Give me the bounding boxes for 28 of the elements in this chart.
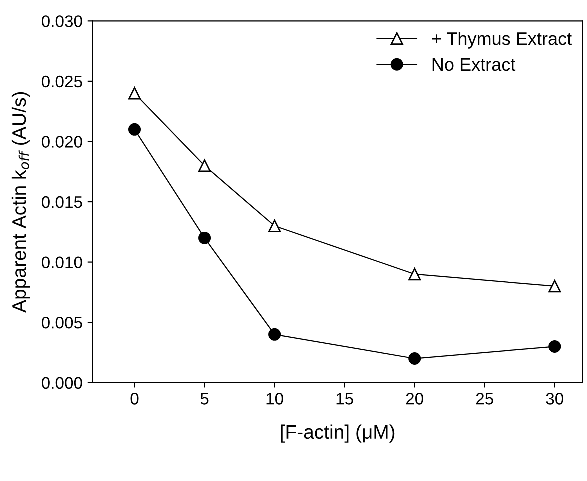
y-axis-title: Apparent Actin k$_{off}$ (AU/s): [12, 92, 30, 313]
y-tick-label: 0.000: [42, 377, 82, 390]
x-tick-label: 5: [200, 393, 209, 405]
x-tick-label: 25: [476, 393, 494, 405]
legend-label: + Thymus Extract: [432, 32, 572, 49]
y-tick-label: 0.010: [42, 256, 82, 269]
point: [128, 87, 142, 100]
point: [198, 232, 212, 244]
x-tick-label: 15: [336, 393, 354, 405]
y-tick-label: 0.020: [42, 136, 82, 148]
point: [198, 160, 212, 172]
point: [548, 280, 562, 293]
point: [548, 340, 562, 353]
legend-label: No Extract: [432, 58, 516, 72]
point: [128, 123, 142, 136]
point: [268, 220, 282, 232]
point: [408, 352, 422, 366]
y-tick-label: 0.005: [42, 316, 82, 329]
point: [408, 268, 422, 281]
point: [268, 328, 282, 341]
x-axis-title: [F-actin] (μM): [281, 424, 395, 443]
y-tick-label: 0.030: [42, 16, 82, 28]
y-tick-label: 0.015: [42, 196, 82, 208]
y-tick-label: 0.025: [42, 76, 82, 88]
x-tick-label: 0: [130, 393, 139, 405]
x-tick-label: 10: [266, 393, 284, 405]
x-tick-label: 30: [546, 393, 564, 405]
x-tick-label: 20: [406, 393, 424, 405]
